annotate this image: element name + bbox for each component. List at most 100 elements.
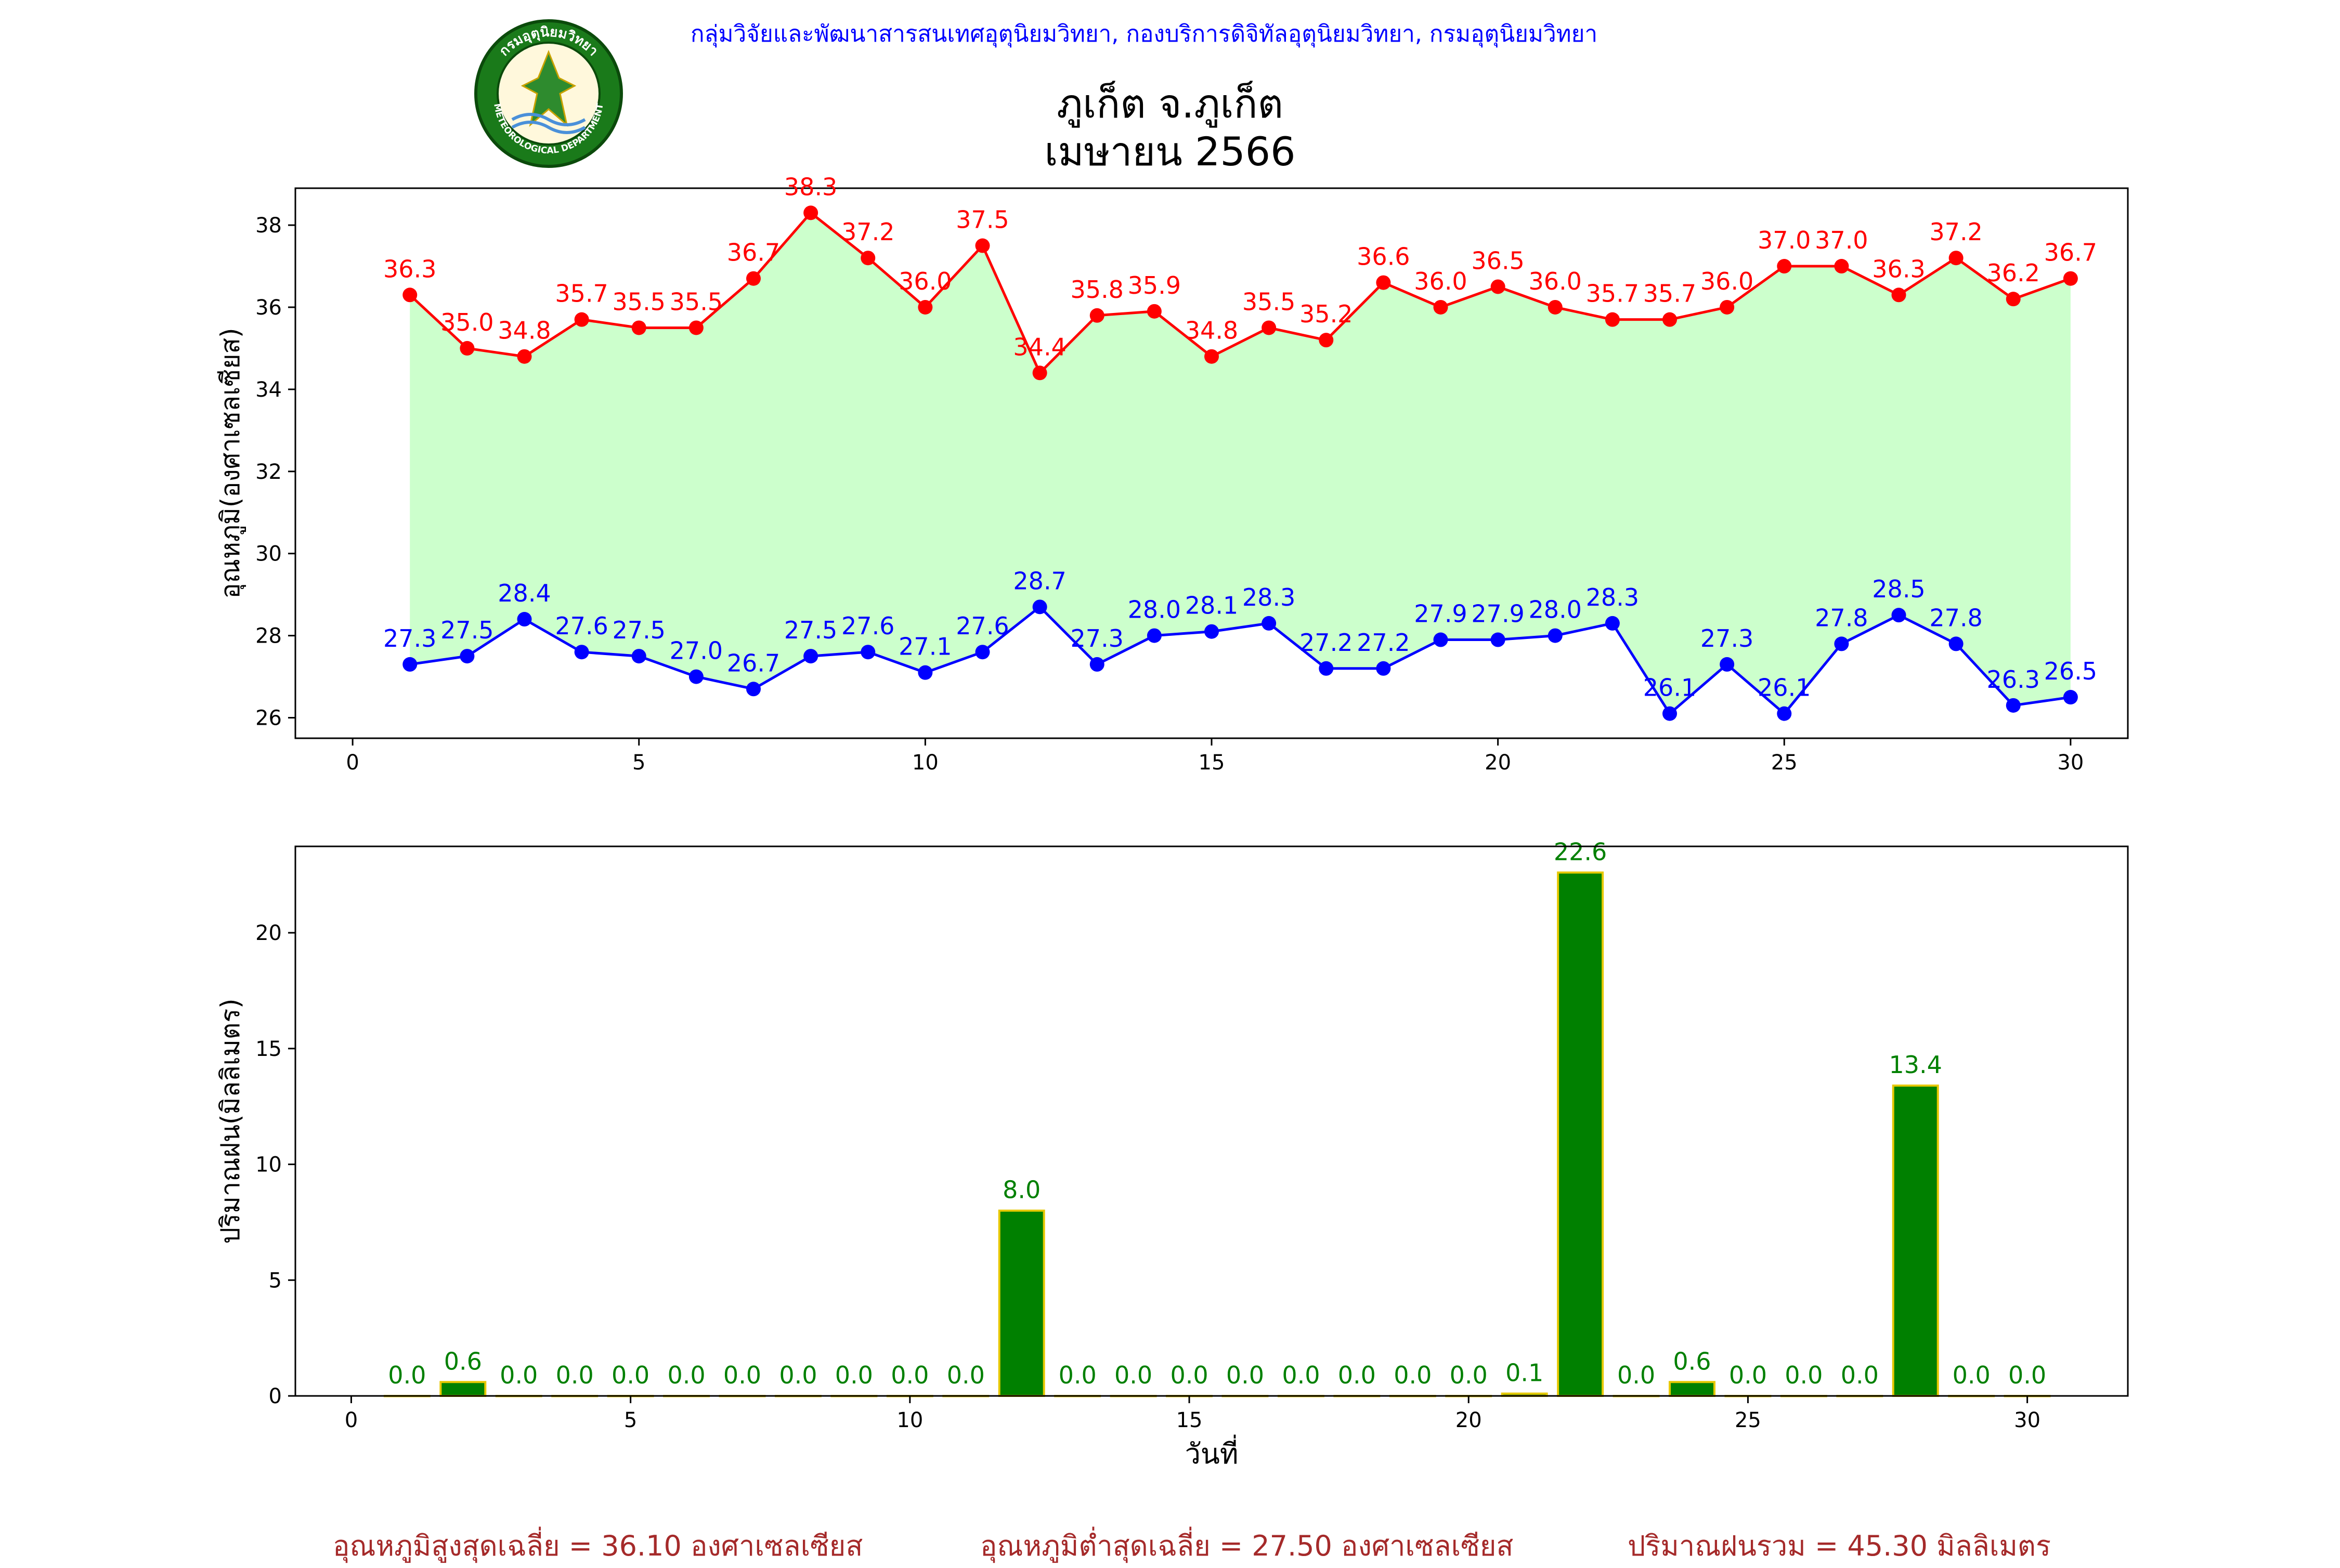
- min-temperature-point: [1662, 706, 1677, 721]
- max-temperature-line: [409, 211, 2071, 375]
- max-temperature-point: [1834, 259, 1849, 274]
- x-tick-label: 5: [624, 1408, 637, 1432]
- rainfall-value-label: 0.0: [1282, 1361, 1320, 1389]
- min-temperature-point: [1433, 632, 1448, 647]
- max-temperature-label: 36.6: [1357, 243, 1410, 271]
- max-temperature-point: [1891, 288, 1906, 303]
- max-temperature-label: 35.7: [1586, 280, 1639, 308]
- x-tick-label: 15: [1176, 1408, 1203, 1432]
- max-temperature-label: 35.5: [613, 288, 666, 316]
- max-temperature-label: 35.8: [1071, 276, 1124, 304]
- organization-subtitle: กลุ่มวิจัยและพัฒนาสารสนเทศอุตุนิยมวิทยา,…: [690, 21, 1598, 47]
- max-temperature-label: 37.2: [841, 218, 894, 246]
- max-temperature-point: [1433, 299, 1448, 315]
- min-temperature-label: 28.3: [1242, 583, 1295, 611]
- rainfall-plot-frame: [294, 845, 2129, 1397]
- rainfall-bar: [1669, 1381, 1715, 1397]
- min-temperature-label: 27.5: [440, 616, 493, 644]
- min-temperature-point: [1204, 624, 1219, 639]
- min-temperature-label: 27.2: [1357, 629, 1410, 657]
- rainfall-value-label: 0.1: [1505, 1359, 1543, 1387]
- rainfall-value-label: 0.0: [612, 1361, 649, 1389]
- max-temperature-point: [688, 320, 704, 335]
- min-temperature-label: 28.0: [1128, 596, 1181, 624]
- max-temperature-label: 36.3: [383, 255, 436, 283]
- y-tick-label: 10: [255, 1153, 282, 1177]
- rainfall-value-label: 22.6: [1554, 838, 1607, 866]
- min-temperature-point: [1262, 616, 1277, 631]
- max-temperature-label: 35.7: [555, 280, 608, 308]
- max-temperature-point: [1376, 275, 1391, 290]
- max-temperature-point: [402, 288, 418, 303]
- y-tick-label: 34: [255, 378, 282, 402]
- max-temperature-point: [1204, 349, 1219, 364]
- rainfall-chart: 0.0 0.6 0.0 0.0 0.0 0.0 0.0 0.0 0.0 0.0 0.0 8.0 0.0 0…: [215, 838, 2129, 1470]
- x-tick-label: 20: [1485, 751, 1511, 775]
- min-temperature-line: [409, 605, 2071, 716]
- x-tick-label: 10: [896, 1408, 923, 1432]
- min-temperature-label: 26.7: [727, 649, 780, 677]
- min-temperature-label: 27.3: [1071, 624, 1124, 652]
- min-temperature-label: 27.9: [1414, 600, 1467, 628]
- rainfall-value-label: 8.0: [1003, 1176, 1041, 1204]
- max-temperature-label: 35.7: [1643, 280, 1696, 308]
- rainfall-value-label: 0.0: [388, 1361, 426, 1389]
- average-max-temperature: อุณหภูมิสูงสุดเฉลี่ย = 36.10 องศาเซลเซีย…: [333, 1530, 863, 1562]
- chart-title-station: ภูเก็ต จ.ภูเก็ต: [1057, 81, 1283, 127]
- min-temperature-point: [1376, 661, 1391, 676]
- max-temperature-point: [1490, 279, 1505, 294]
- max-temperature-point: [803, 205, 818, 220]
- rainfall-value-label: 0.0: [1059, 1361, 1097, 1389]
- min-temperature-point: [975, 645, 990, 660]
- rainfall-value-label: 0.0: [667, 1361, 705, 1389]
- max-temperature-label: 35.2: [1299, 300, 1353, 328]
- max-temperature-point: [918, 299, 933, 315]
- total-rainfall: ปริมาณฝนรวม = 45.30 มิลลิเมตร: [1628, 1530, 2051, 1562]
- rainfall-value-label: 0.0: [779, 1361, 817, 1389]
- x-tick-label: 10: [912, 751, 939, 775]
- x-tick-label: 5: [632, 751, 645, 775]
- max-temperature-point: [1147, 304, 1162, 319]
- max-temperature-point: [861, 251, 876, 266]
- rainfall-value-label: 0.0: [1841, 1361, 1879, 1389]
- y-tick-label: 38: [255, 214, 282, 238]
- max-temperature-point: [1089, 308, 1104, 323]
- max-temperature-label: 34.8: [498, 317, 551, 345]
- rainfall-bar: [1557, 871, 1604, 1397]
- y-tick-label: 28: [255, 624, 282, 648]
- min-temperature-label: 26.3: [1987, 665, 2040, 694]
- rainfall-value-label: 0.0: [1785, 1361, 1823, 1389]
- rainfall-value-label: 0.0: [947, 1361, 985, 1389]
- x-tick-label: 30: [2057, 751, 2084, 775]
- max-temperature-point: [460, 341, 475, 356]
- max-temperature-label: 36.0: [899, 267, 952, 295]
- x-tick-label: 25: [1735, 1408, 1761, 1432]
- x-tick-label: 25: [1771, 751, 1798, 775]
- rainfall-value-label: 0.0: [1617, 1361, 1655, 1389]
- min-temperature-point: [574, 645, 589, 660]
- min-temperature-label: 27.6: [956, 612, 1009, 640]
- max-temperature-label: 37.2: [1929, 218, 1982, 246]
- min-temperature-label: 27.6: [555, 612, 608, 640]
- min-temperature-point: [918, 665, 933, 680]
- rainfall-bar: [439, 1381, 487, 1397]
- min-temperature-label: 26.1: [1758, 674, 1811, 702]
- rainfall-value-label: 0.0: [1226, 1361, 1264, 1389]
- meteorological-department-logo: กรมอุตุนิยมวิทยา METEOROLOGICAL DEPARTME…: [474, 19, 623, 168]
- min-temperature-label: 26.5: [2044, 657, 2097, 685]
- max-temperature-label: 36.2: [1987, 259, 2040, 287]
- rainfall-value-label: 0.0: [891, 1361, 929, 1389]
- y-tick-label: 30: [255, 542, 282, 566]
- rainfall-x-axis-label: วันที่: [1185, 1434, 1239, 1470]
- max-temperature-point: [1548, 299, 1563, 315]
- max-temperature-point: [1948, 251, 1964, 266]
- rainfall-value-label: 0.0: [1450, 1361, 1488, 1389]
- rainfall-value-label: 0.6: [1673, 1347, 1711, 1375]
- rainfall-value-label: 0.0: [1729, 1361, 1767, 1389]
- rainfall-value-label: 0.0: [835, 1361, 873, 1389]
- min-temperature-point: [861, 645, 876, 660]
- max-temperature-point: [631, 320, 646, 335]
- y-tick-label: 26: [255, 707, 282, 730]
- max-temperature-point: [1605, 312, 1620, 327]
- min-temperature-label: 28.4: [498, 579, 551, 607]
